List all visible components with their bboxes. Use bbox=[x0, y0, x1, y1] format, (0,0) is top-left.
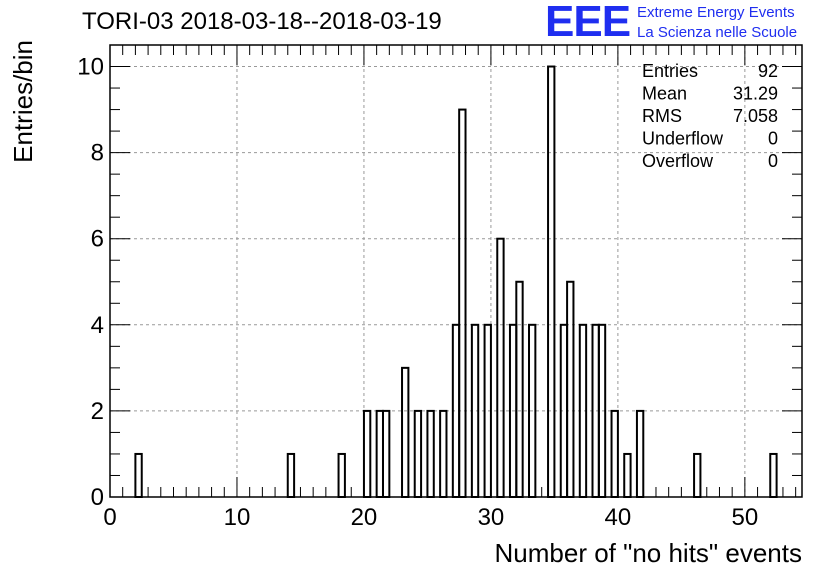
x-tick-label: 40 bbox=[605, 504, 632, 531]
histogram-bin bbox=[362, 409, 372, 498]
y-axis-label: Entries/bin bbox=[8, 40, 38, 163]
histogram-bin bbox=[337, 452, 346, 499]
histogram-bin bbox=[496, 237, 505, 498]
stats-value: 31.29 bbox=[733, 84, 778, 104]
histogram-bin bbox=[566, 280, 575, 498]
y-tick-label: 2 bbox=[91, 398, 104, 425]
histogram-bin bbox=[623, 452, 632, 499]
axis-ticks bbox=[109, 44, 802, 498]
histogram-bin bbox=[470, 323, 480, 498]
histogram-bin bbox=[769, 452, 778, 499]
histogram-bin bbox=[610, 409, 619, 498]
histogram-bin bbox=[401, 366, 410, 498]
eee-logo: EEE Extreme Energy Events La Scienza nel… bbox=[545, 0, 835, 46]
logo-line-1: Extreme Energy Events bbox=[637, 4, 795, 21]
x-tick-label: 50 bbox=[732, 504, 759, 531]
histogram-bin bbox=[381, 409, 391, 498]
eee-logo-mark: EEE bbox=[545, 0, 631, 46]
y-tick-label: 6 bbox=[91, 226, 104, 253]
histogram-bin bbox=[693, 452, 702, 499]
histogram-bin bbox=[635, 409, 645, 498]
histogram-bin bbox=[286, 452, 296, 499]
plot-frame bbox=[109, 44, 803, 498]
histogram-bin bbox=[483, 323, 492, 498]
histogram-bin bbox=[547, 65, 556, 499]
y-tick-label: 4 bbox=[91, 312, 104, 339]
histogram-bin bbox=[458, 108, 467, 498]
stats-label: Underflow bbox=[642, 129, 724, 149]
histogram-bin bbox=[134, 452, 143, 499]
x-tick-label: 0 bbox=[103, 504, 116, 531]
chart-title: TORI-03 2018-03-18--2018-03-19 bbox=[82, 8, 442, 35]
y-tick-label: 0 bbox=[91, 484, 104, 511]
histogram-bin bbox=[578, 323, 588, 498]
stats-box: Entries 92 Mean 31.29 RMS 7.058 Underflow 0 Over… bbox=[642, 61, 778, 171]
y-tick-label: 8 bbox=[91, 140, 104, 167]
stats-value: 0 bbox=[768, 129, 778, 149]
stats-label: Entries bbox=[642, 61, 698, 81]
stats-label: Overflow bbox=[642, 151, 714, 171]
x-tick-label: 20 bbox=[351, 504, 378, 531]
histogram-bin bbox=[413, 409, 423, 498]
histogram-bin bbox=[439, 409, 448, 498]
stats-value: 7.058 bbox=[733, 106, 778, 126]
stats-value: 0 bbox=[768, 151, 778, 171]
y-tick-label: 10 bbox=[77, 54, 104, 81]
x-axis-label: Number of "no hits" events bbox=[495, 538, 803, 568]
tick-labels: 0 10 20 30 40 50 0 2 4 6 8 10 bbox=[77, 54, 758, 531]
stats-label: Mean bbox=[642, 84, 687, 104]
stats-value: 92 bbox=[758, 61, 778, 81]
x-tick-label: 10 bbox=[224, 504, 251, 531]
stats-label: RMS bbox=[642, 106, 682, 126]
histogram-bin bbox=[426, 409, 435, 498]
logo-line-2: La Scienza nelle Scuole bbox=[637, 24, 798, 41]
x-tick-label: 30 bbox=[478, 504, 505, 531]
grid-lines bbox=[110, 45, 802, 497]
histogram-bin bbox=[515, 280, 524, 498]
